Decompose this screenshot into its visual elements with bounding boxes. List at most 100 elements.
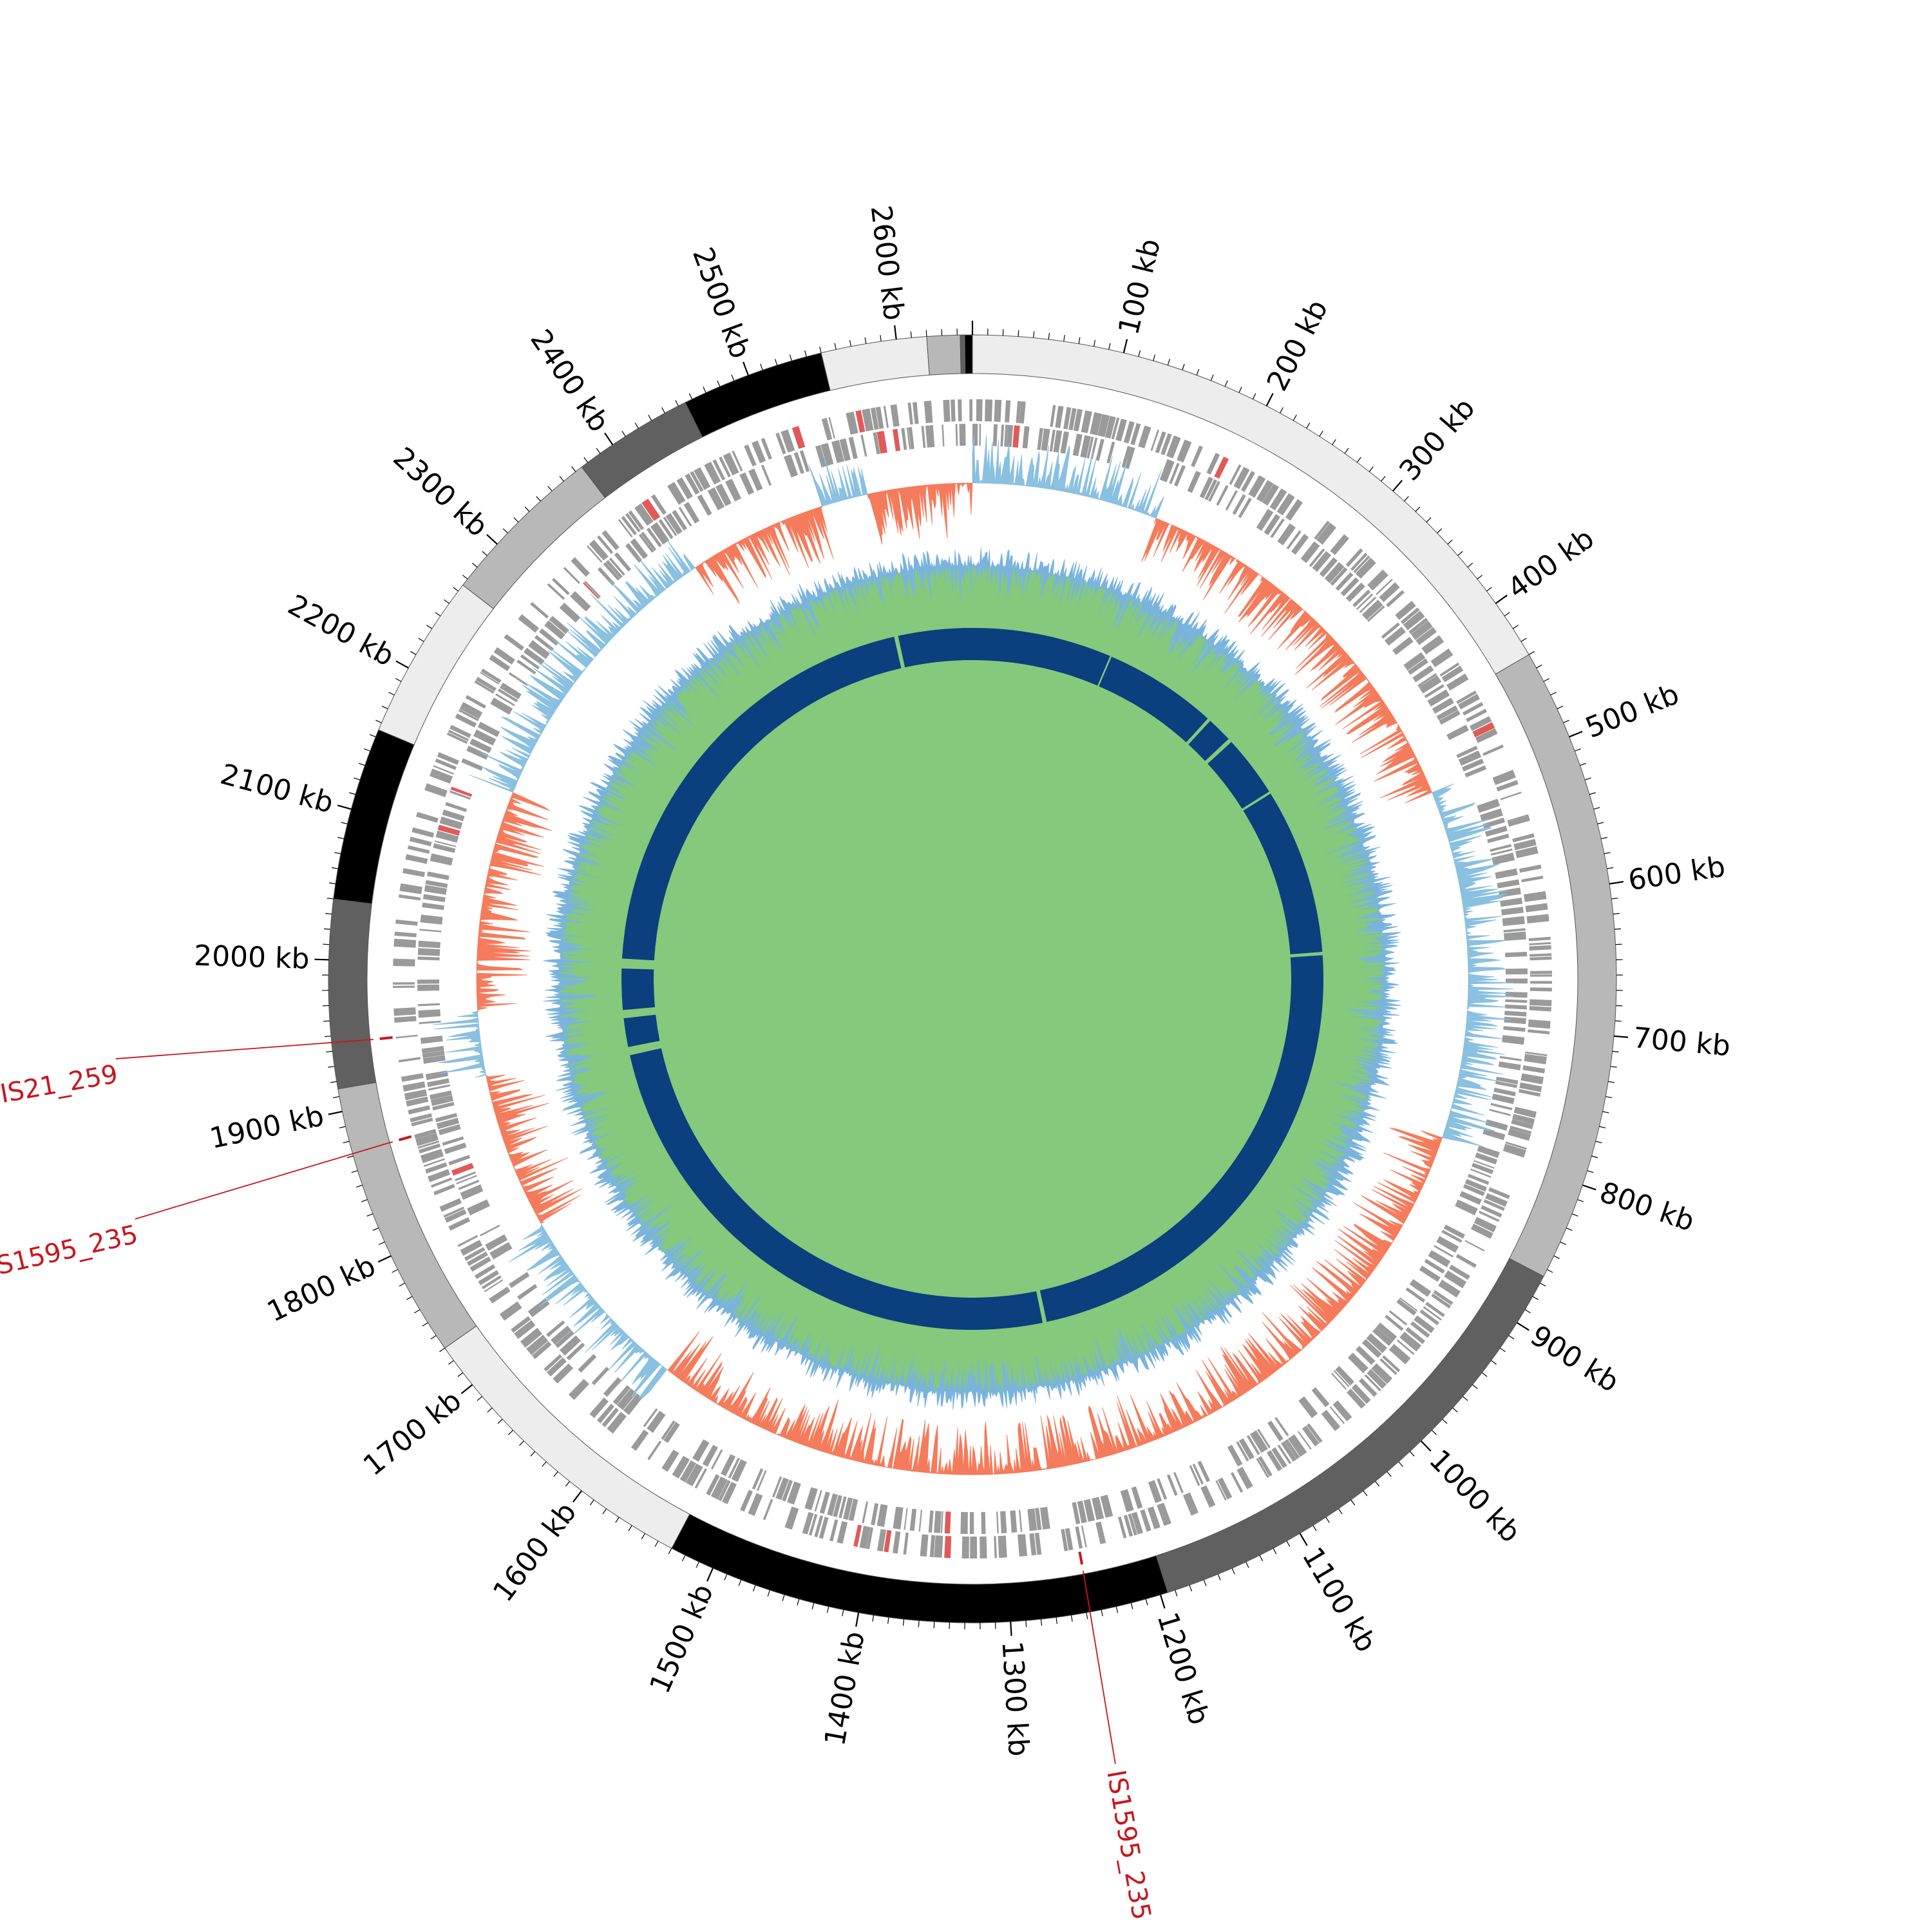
contig-segment-13: [820, 336, 930, 391]
gene-forward: [1462, 702, 1484, 716]
gene-forward: [1482, 744, 1504, 756]
minor-tick: [1613, 913, 1620, 914]
gene-forward: [457, 1235, 478, 1247]
major-tick: [1613, 1035, 1629, 1038]
minor-tick: [354, 777, 361, 781]
tick-label: 2000 kb: [193, 940, 310, 976]
gene-forward: [980, 1536, 987, 1558]
tick-label: 900 kb: [1524, 1319, 1624, 1399]
gene-reverse: [1497, 879, 1520, 889]
gene-reverse: [524, 647, 545, 665]
minor-tick: [1452, 1407, 1458, 1413]
gene-reverse: [1257, 1428, 1271, 1448]
gene-reverse: [1479, 808, 1503, 822]
gene-reverse: [1309, 548, 1325, 567]
gene-reverse: [1441, 1229, 1463, 1243]
gene-forward: [1425, 1302, 1445, 1318]
gene-reverse: [603, 562, 621, 581]
minor-tick: [524, 506, 530, 512]
minor-tick: [328, 882, 336, 884]
gene-reverse: [1388, 1310, 1408, 1326]
minor-tick: [1344, 448, 1349, 454]
gene-forward: [1123, 421, 1135, 444]
minor-tick: [1319, 430, 1323, 437]
gene-reverse: [1199, 477, 1213, 498]
gene-reverse: [663, 516, 677, 536]
minor-tick: [1520, 638, 1527, 642]
gene-forward: [489, 654, 511, 672]
major-tick: [460, 1384, 473, 1394]
gene-forward: [1345, 548, 1363, 567]
gene-forward: [672, 1455, 690, 1479]
minor-tick: [331, 867, 338, 869]
minor-tick: [1524, 1309, 1531, 1314]
minor-tick: [435, 612, 441, 616]
gene-forward: [690, 471, 704, 492]
gene-reverse: [570, 591, 591, 612]
gene-forward: [1473, 1217, 1497, 1233]
gene-reverse: [827, 1493, 838, 1517]
gene-reverse: [1367, 605, 1385, 622]
gene-forward: [1157, 1502, 1171, 1526]
minor-tick: [834, 343, 837, 350]
gene-forward: [1271, 1447, 1287, 1468]
gene-forward: [1492, 770, 1516, 786]
minor-tick: [457, 1372, 464, 1378]
gene-reverse: [430, 1090, 452, 1100]
gene-forward: [1511, 1119, 1534, 1130]
gene-reverse: [544, 620, 565, 639]
gene-forward: [419, 1143, 441, 1154]
gene-forward: [1505, 1141, 1527, 1150]
gene-forward: [1371, 1363, 1393, 1384]
gene-reverse: [1298, 1396, 1318, 1419]
gene-forward: [1472, 722, 1495, 737]
gene-forward: [1528, 936, 1551, 942]
gene-reverse: [1366, 1333, 1387, 1354]
gene-forward: [393, 985, 415, 989]
gc-content-inner: [560, 565, 1386, 1391]
gene-reverse: [641, 531, 657, 551]
gene-reverse: [480, 1224, 500, 1236]
gene-reverse: [417, 948, 440, 956]
skew-negative-area: [1432, 783, 1514, 1148]
gene-forward: [1481, 1205, 1502, 1218]
gene-reverse: [1501, 906, 1524, 916]
gene-reverse: [422, 894, 446, 902]
minor-tick: [1508, 1335, 1515, 1340]
gene-reverse: [461, 758, 484, 771]
gene-forward: [443, 1206, 464, 1218]
gene-forward: [518, 614, 539, 633]
gene-forward: [405, 854, 428, 864]
minor-tick: [356, 1184, 363, 1188]
gene-reverse: [1504, 1010, 1527, 1017]
gene-forward: [762, 1499, 773, 1520]
gene-reverse: [1086, 437, 1094, 459]
minor-tick: [775, 359, 778, 366]
gene-forward: [464, 1247, 486, 1261]
gene-forward: [1329, 1406, 1345, 1425]
gene-reverse: [499, 682, 522, 699]
gene-reverse: [658, 519, 674, 540]
gene-forward: [478, 1270, 499, 1285]
gene-forward: [551, 578, 570, 596]
minor-tick: [1442, 1419, 1448, 1424]
gene-reverse: [554, 1330, 574, 1349]
gene-reverse: [417, 1003, 440, 1007]
gene-reverse: [1492, 1094, 1515, 1104]
gene-reverse: [1256, 509, 1274, 531]
gene-reverse: [1407, 658, 1429, 675]
gene-reverse: [876, 1504, 888, 1528]
gene-reverse: [528, 640, 550, 659]
gene-reverse: [697, 494, 712, 516]
gene-reverse: [609, 557, 625, 576]
gene-forward: [474, 680, 495, 694]
gene-reverse: [663, 1421, 680, 1443]
major-tick: [572, 1490, 583, 1503]
gene-reverse: [1399, 1297, 1418, 1312]
gene-reverse: [772, 1476, 782, 1498]
gene-reverse: [731, 1459, 747, 1482]
gene-forward: [1266, 1450, 1283, 1472]
minor-tick: [819, 346, 822, 354]
gene-forward: [544, 1354, 562, 1372]
gene-reverse: [591, 1367, 609, 1386]
